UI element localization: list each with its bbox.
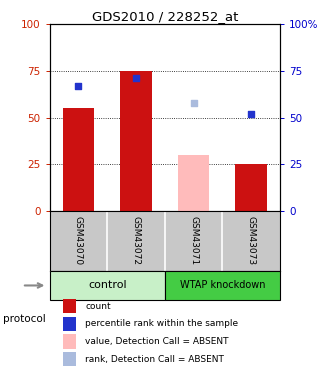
Text: GSM43071: GSM43071 xyxy=(189,216,198,265)
Text: value, Detection Call = ABSENT: value, Detection Call = ABSENT xyxy=(85,337,229,346)
Text: count: count xyxy=(85,302,111,310)
Bar xyxy=(236,164,267,211)
Bar xyxy=(63,352,76,366)
Bar xyxy=(63,316,76,331)
Text: GSM43070: GSM43070 xyxy=(74,216,83,265)
Point xyxy=(249,111,254,117)
Point xyxy=(76,83,81,89)
Text: GSM43072: GSM43072 xyxy=(132,216,140,265)
Bar xyxy=(63,108,94,211)
Text: rank, Detection Call = ABSENT: rank, Detection Call = ABSENT xyxy=(85,355,224,364)
Point xyxy=(191,100,196,106)
Text: protocol: protocol xyxy=(3,315,46,324)
Bar xyxy=(63,334,76,349)
Text: WTAP knockdown: WTAP knockdown xyxy=(180,280,265,290)
Bar xyxy=(63,299,76,313)
Title: GDS2010 / 228252_at: GDS2010 / 228252_at xyxy=(92,10,238,23)
Text: GSM43073: GSM43073 xyxy=(247,216,256,265)
Point xyxy=(133,75,139,81)
Text: percentile rank within the sample: percentile rank within the sample xyxy=(85,319,238,328)
Bar xyxy=(165,270,280,300)
Bar xyxy=(50,270,165,300)
Bar xyxy=(120,71,152,211)
Text: control: control xyxy=(88,280,126,290)
Bar xyxy=(178,155,210,211)
